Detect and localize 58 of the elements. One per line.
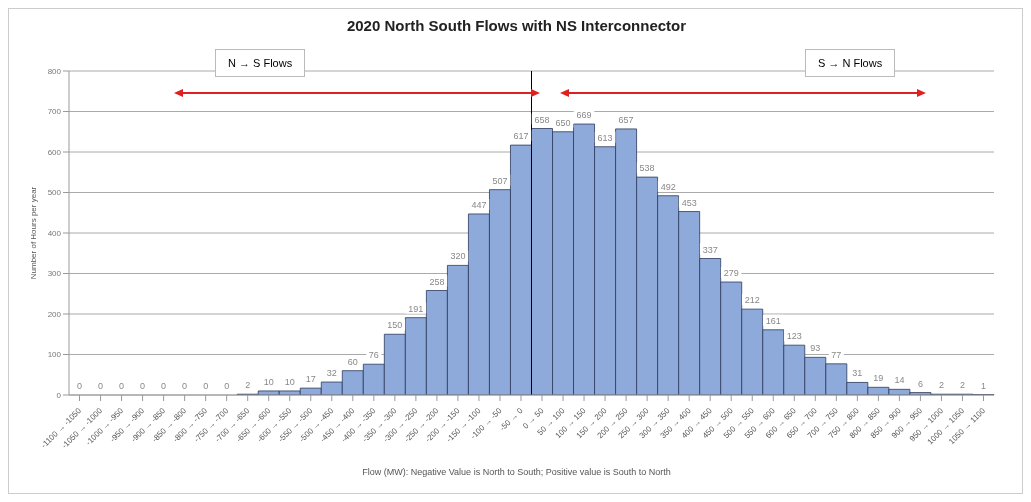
chart-title: 2020 North South Flows with NS Interconnector — [345, 17, 688, 34]
y-tick-label: 300 — [47, 269, 62, 279]
data-label: 453 — [681, 197, 697, 208]
data-label: 617 — [513, 131, 529, 142]
data-label: 0 — [140, 381, 146, 391]
data-label: 10 — [263, 376, 274, 387]
data-label: 0 — [224, 381, 230, 391]
data-label: 447 — [471, 199, 487, 210]
data-label: 2 — [959, 380, 965, 391]
data-label: 76 — [368, 350, 379, 361]
data-label: 17 — [305, 374, 316, 385]
data-label: 32 — [326, 368, 337, 379]
data-label: 0 — [119, 381, 125, 391]
x-axis-title: Flow (MW): Negative Value is North to South; Positive value is South to North — [361, 467, 672, 477]
y-tick-label: 800 — [47, 66, 62, 76]
text: S → N Flows — [805, 49, 896, 77]
data-label: 0 — [98, 381, 104, 391]
data-label: 161 — [765, 315, 781, 326]
y-tick-label: 400 — [47, 228, 62, 238]
data-label: 669 — [576, 110, 592, 121]
data-label: 1 — [980, 380, 986, 391]
data-label: 60 — [347, 356, 358, 367]
text: N → S Flows — [215, 49, 306, 77]
data-label: 492 — [660, 181, 676, 192]
data-label: 320 — [450, 251, 466, 262]
y-tick-label: 600 — [47, 147, 62, 157]
data-label: 6 — [917, 378, 923, 389]
data-label: 279 — [723, 268, 739, 279]
y-tick-label: 100 — [47, 350, 62, 360]
data-label: 77 — [831, 349, 842, 360]
y-tick-label: 500 — [47, 188, 62, 198]
data-label: 538 — [639, 163, 655, 174]
data-label: 2 — [245, 380, 251, 391]
data-label: 613 — [597, 132, 613, 143]
data-label: 31 — [852, 368, 863, 379]
data-label: 150 — [387, 320, 403, 331]
data-label: 507 — [492, 175, 508, 186]
data-label: 14 — [894, 375, 905, 386]
data-label: 19 — [873, 373, 884, 384]
data-label: 0 — [182, 381, 188, 391]
y-tick-label: 200 — [47, 309, 62, 319]
data-label: 0 — [203, 381, 209, 391]
data-label: 0 — [161, 381, 167, 391]
data-label: 93 — [810, 343, 821, 354]
y-tick-label: 0 — [56, 390, 62, 400]
data-label: 191 — [408, 303, 424, 314]
data-label: 657 — [618, 114, 634, 125]
y-tick-label: 700 — [47, 107, 62, 117]
data-label: 212 — [744, 295, 760, 306]
data-label: 658 — [534, 114, 550, 125]
data-label: 2 — [938, 380, 944, 391]
data-label: 0 — [77, 381, 83, 391]
data-label: 258 — [429, 276, 445, 287]
data-label: 10 — [284, 376, 295, 387]
data-label: 123 — [786, 331, 802, 342]
y-axis-title: Number of Hours per year — [28, 186, 38, 280]
data-label: 650 — [555, 117, 571, 128]
data-label: 337 — [702, 244, 718, 255]
